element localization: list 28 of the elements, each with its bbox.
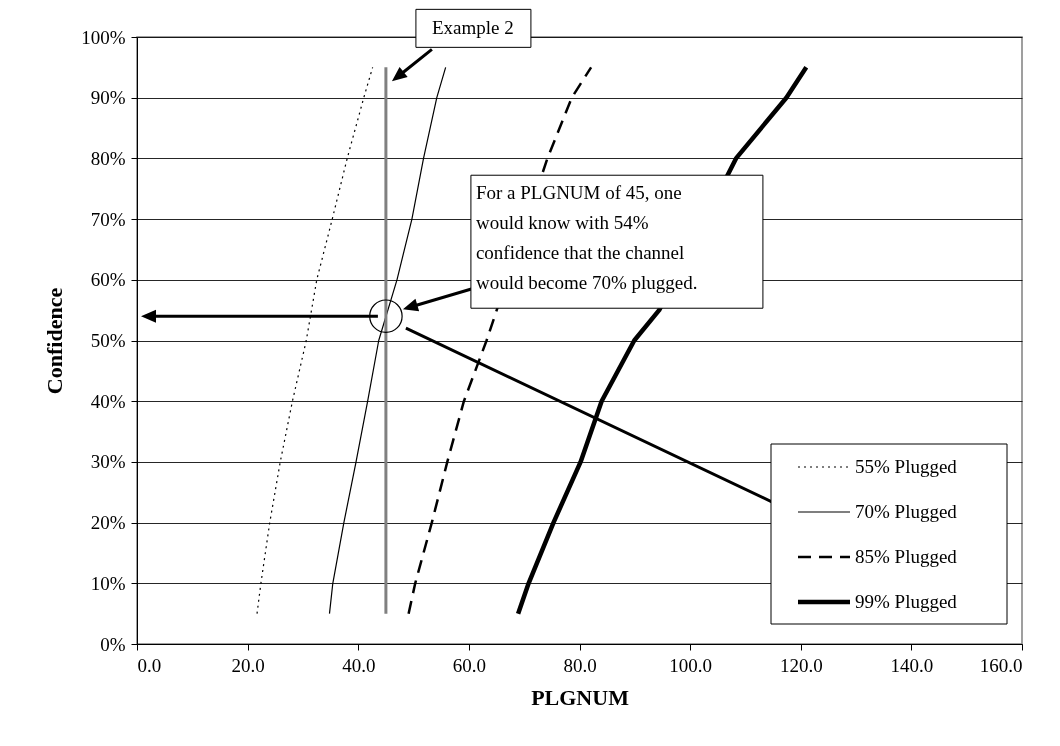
x-tick-label: 140.0 bbox=[890, 654, 934, 676]
y-tick-label: 10% bbox=[90, 572, 126, 594]
legend-label: 55% Plugged bbox=[855, 456, 958, 477]
y-tick-label: 20% bbox=[90, 512, 126, 534]
annotation: Example 2 bbox=[432, 17, 514, 39]
x-tick-label: 40.0 bbox=[342, 654, 376, 676]
y-tick-label: 60% bbox=[90, 269, 126, 291]
annotation: For a PLGNUM of 45, one would know with 54% confidence that the channel would become 70% plugged. bbox=[475, 182, 698, 294]
x-tick-label: 100.0 bbox=[669, 654, 712, 676]
x-tick-label: 80.0 bbox=[563, 654, 597, 676]
x-tick-label: 60.0 bbox=[452, 654, 486, 676]
y-tick-label: 50% bbox=[90, 330, 126, 351]
x-tick-label: 20.0 bbox=[231, 654, 265, 676]
y-tick-label: 100% bbox=[81, 26, 126, 48]
y-tick-label: 70% bbox=[90, 208, 126, 230]
y-axis-title: Confidence bbox=[42, 287, 68, 395]
legend-label: 99% Plugged bbox=[855, 591, 958, 612]
y-tick-label: 0% bbox=[100, 633, 126, 655]
y-tick-label: 30% bbox=[90, 451, 126, 473]
x-tick-label: 160.0 bbox=[979, 654, 1023, 676]
x-tick-label: 0.0 bbox=[137, 654, 162, 676]
y-tick-label: 80% bbox=[90, 147, 126, 169]
y-tick-label: 40% bbox=[90, 390, 126, 412]
x-tick-label: 120.0 bbox=[779, 654, 823, 676]
y-tick-label: 90% bbox=[90, 87, 126, 109]
legend-label: 70% Plugged bbox=[855, 501, 958, 522]
x-axis-title: PLGNUM bbox=[531, 684, 630, 710]
legend-label: 85% Plugged bbox=[855, 546, 958, 567]
